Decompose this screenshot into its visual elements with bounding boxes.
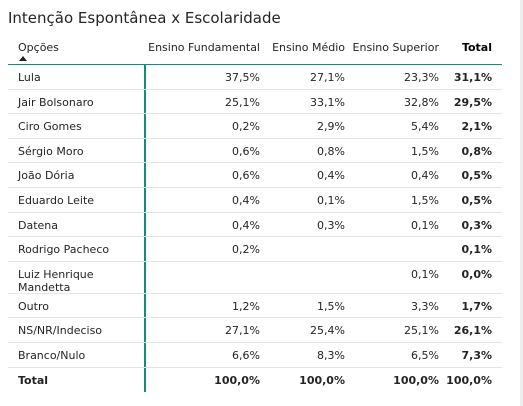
- cell-total: 100,0%: [446, 373, 492, 387]
- column-header-total[interactable]: Total: [461, 41, 492, 54]
- cell-ensino-superior: 25,1%: [404, 324, 439, 338]
- cell-ensino-fundamental: 0,4%: [232, 218, 260, 232]
- cell-ensino-superior: 0,4%: [411, 169, 439, 183]
- cell-ensino-fundamental: 25,1%: [225, 95, 260, 109]
- cell-ensino-fundamental: 27,1%: [225, 324, 260, 338]
- cell-ensino-medio: 8,3%: [317, 348, 345, 362]
- row-label: Eduardo Leite: [18, 193, 95, 207]
- column-header-ensino-medio[interactable]: Ensino Médio: [272, 41, 345, 54]
- cell-ensino-medio: 33,1%: [310, 95, 345, 109]
- cell-total: 0,1%: [461, 243, 492, 257]
- row-label: Jair Bolsonaro: [18, 95, 94, 109]
- table-row[interactable]: Lula 37,5% 27,1% 23,3% 31,1%: [8, 65, 502, 90]
- row-label: Lula: [18, 71, 41, 84]
- row-label: João Dória: [18, 169, 75, 183]
- cell-total: 2,1%: [461, 120, 492, 134]
- cell-ensino-medio: 1,5%: [317, 299, 345, 313]
- cell-ensino-superior: 100,0%: [393, 373, 439, 387]
- cell-ensino-superior: 5,4%: [411, 120, 439, 134]
- column-header-ensino-superior[interactable]: Ensino Superior: [352, 41, 439, 54]
- cell-ensino-fundamental: 1,2%: [232, 299, 260, 313]
- cell-ensino-medio: 25,4%: [310, 324, 345, 338]
- cell-ensino-fundamental: 100,0%: [214, 373, 260, 387]
- table-row[interactable]: Branco/Nulo 6,6% 8,3% 6,5% 7,3%: [8, 343, 502, 368]
- table-row[interactable]: Eduardo Leite 0,4% 0,1% 1,5% 0,5%: [8, 188, 502, 213]
- table-header-row: Opções Ensino Fundamental Ensino Médio E…: [8, 38, 502, 65]
- column-divider: [144, 65, 146, 392]
- row-label: Outro: [18, 299, 49, 313]
- row-label: Rodrigo Pacheco: [18, 243, 110, 257]
- cell-total: 29,5%: [453, 95, 492, 109]
- cell-ensino-superior: 32,8%: [404, 95, 439, 109]
- row-label: Datena: [18, 218, 59, 232]
- cell-total: 0,0%: [461, 267, 492, 281]
- column-header-ensino-fundamental[interactable]: Ensino Fundamental: [148, 41, 260, 54]
- matrix-table: Opções Ensino Fundamental Ensino Médio E…: [8, 38, 502, 392]
- table-body: Lula 37,5% 27,1% 23,3% 31,1% Jair Bolsonaro 25…: [8, 65, 502, 391]
- cell-ensino-medio: 100,0%: [299, 373, 345, 387]
- visual-title: Intenção Espontânea x Escolaridade: [8, 9, 281, 27]
- row-label: Sérgio Moro: [18, 144, 84, 158]
- cell-ensino-medio: 2,9%: [317, 120, 345, 134]
- cell-ensino-medio: 27,1%: [310, 71, 345, 84]
- table-row[interactable]: Rodrigo Pacheco 0,2% 0,1%: [8, 237, 502, 262]
- cell-total: 0,5%: [461, 193, 492, 207]
- row-label: Total: [18, 373, 49, 387]
- column-header-opcoes[interactable]: Opções: [18, 41, 59, 54]
- row-label: Branco/Nulo: [18, 348, 86, 362]
- cell-ensino-fundamental: 0,2%: [232, 120, 260, 134]
- cell-ensino-superior: 6,5%: [411, 348, 439, 362]
- cell-ensino-medio: 0,8%: [317, 144, 345, 158]
- cell-ensino-fundamental: 0,4%: [232, 193, 260, 207]
- table-row[interactable]: João Dória 0,6% 0,4% 0,4% 0,5%: [8, 163, 502, 188]
- cell-ensino-medio: 0,3%: [317, 218, 345, 232]
- cell-total: 7,3%: [461, 348, 492, 362]
- cell-ensino-superior: 1,5%: [411, 193, 439, 207]
- table-total-row[interactable]: Total 100,0% 100,0% 100,0% 100,0%: [8, 368, 502, 392]
- cell-ensino-superior: 1,5%: [411, 144, 439, 158]
- table-row[interactable]: NS/NR/Indeciso 27,1% 25,4% 25,1% 26,1%: [8, 318, 502, 343]
- cell-ensino-superior: 0,1%: [411, 218, 439, 232]
- cell-ensino-superior: 23,3%: [404, 71, 439, 84]
- cell-ensino-fundamental: 0,6%: [232, 144, 260, 158]
- cell-total: 0,3%: [461, 218, 492, 232]
- cell-ensino-fundamental: 6,6%: [232, 348, 260, 362]
- row-label: NS/NR/Indeciso: [18, 324, 103, 338]
- cell-total: 26,1%: [453, 324, 492, 338]
- cell-total: 1,7%: [461, 299, 492, 313]
- table-row[interactable]: Sérgio Moro 0,6% 0,8% 1,5% 0,8%: [8, 139, 502, 164]
- row-label: Luiz Henrique Mandetta: [18, 267, 94, 294]
- table-row[interactable]: Luiz Henrique Mandetta 0,1% 0,0%: [8, 262, 502, 294]
- sort-ascending-icon[interactable]: [19, 56, 27, 61]
- cell-total: 0,5%: [461, 169, 492, 183]
- cell-ensino-medio: 0,1%: [317, 193, 345, 207]
- row-label: Ciro Gomes: [18, 120, 82, 134]
- cell-total: 0,8%: [461, 144, 492, 158]
- table-row[interactable]: Outro 1,2% 1,5% 3,3% 1,7%: [8, 294, 502, 319]
- cell-total: 31,1%: [453, 71, 492, 84]
- cell-ensino-fundamental: 0,2%: [232, 243, 260, 257]
- cell-ensino-superior: 0,1%: [411, 267, 439, 281]
- table-row[interactable]: Ciro Gomes 0,2% 2,9% 5,4% 2,1%: [8, 114, 502, 139]
- table-row[interactable]: Datena 0,4% 0,3% 0,1% 0,3%: [8, 213, 502, 238]
- cell-ensino-superior: 3,3%: [411, 299, 439, 313]
- cell-ensino-fundamental: 37,5%: [225, 71, 260, 84]
- table-row[interactable]: Jair Bolsonaro 25,1% 33,1% 32,8% 29,5%: [8, 90, 502, 115]
- cell-ensino-medio: 0,4%: [317, 169, 345, 183]
- cell-ensino-fundamental: 0,6%: [232, 169, 260, 183]
